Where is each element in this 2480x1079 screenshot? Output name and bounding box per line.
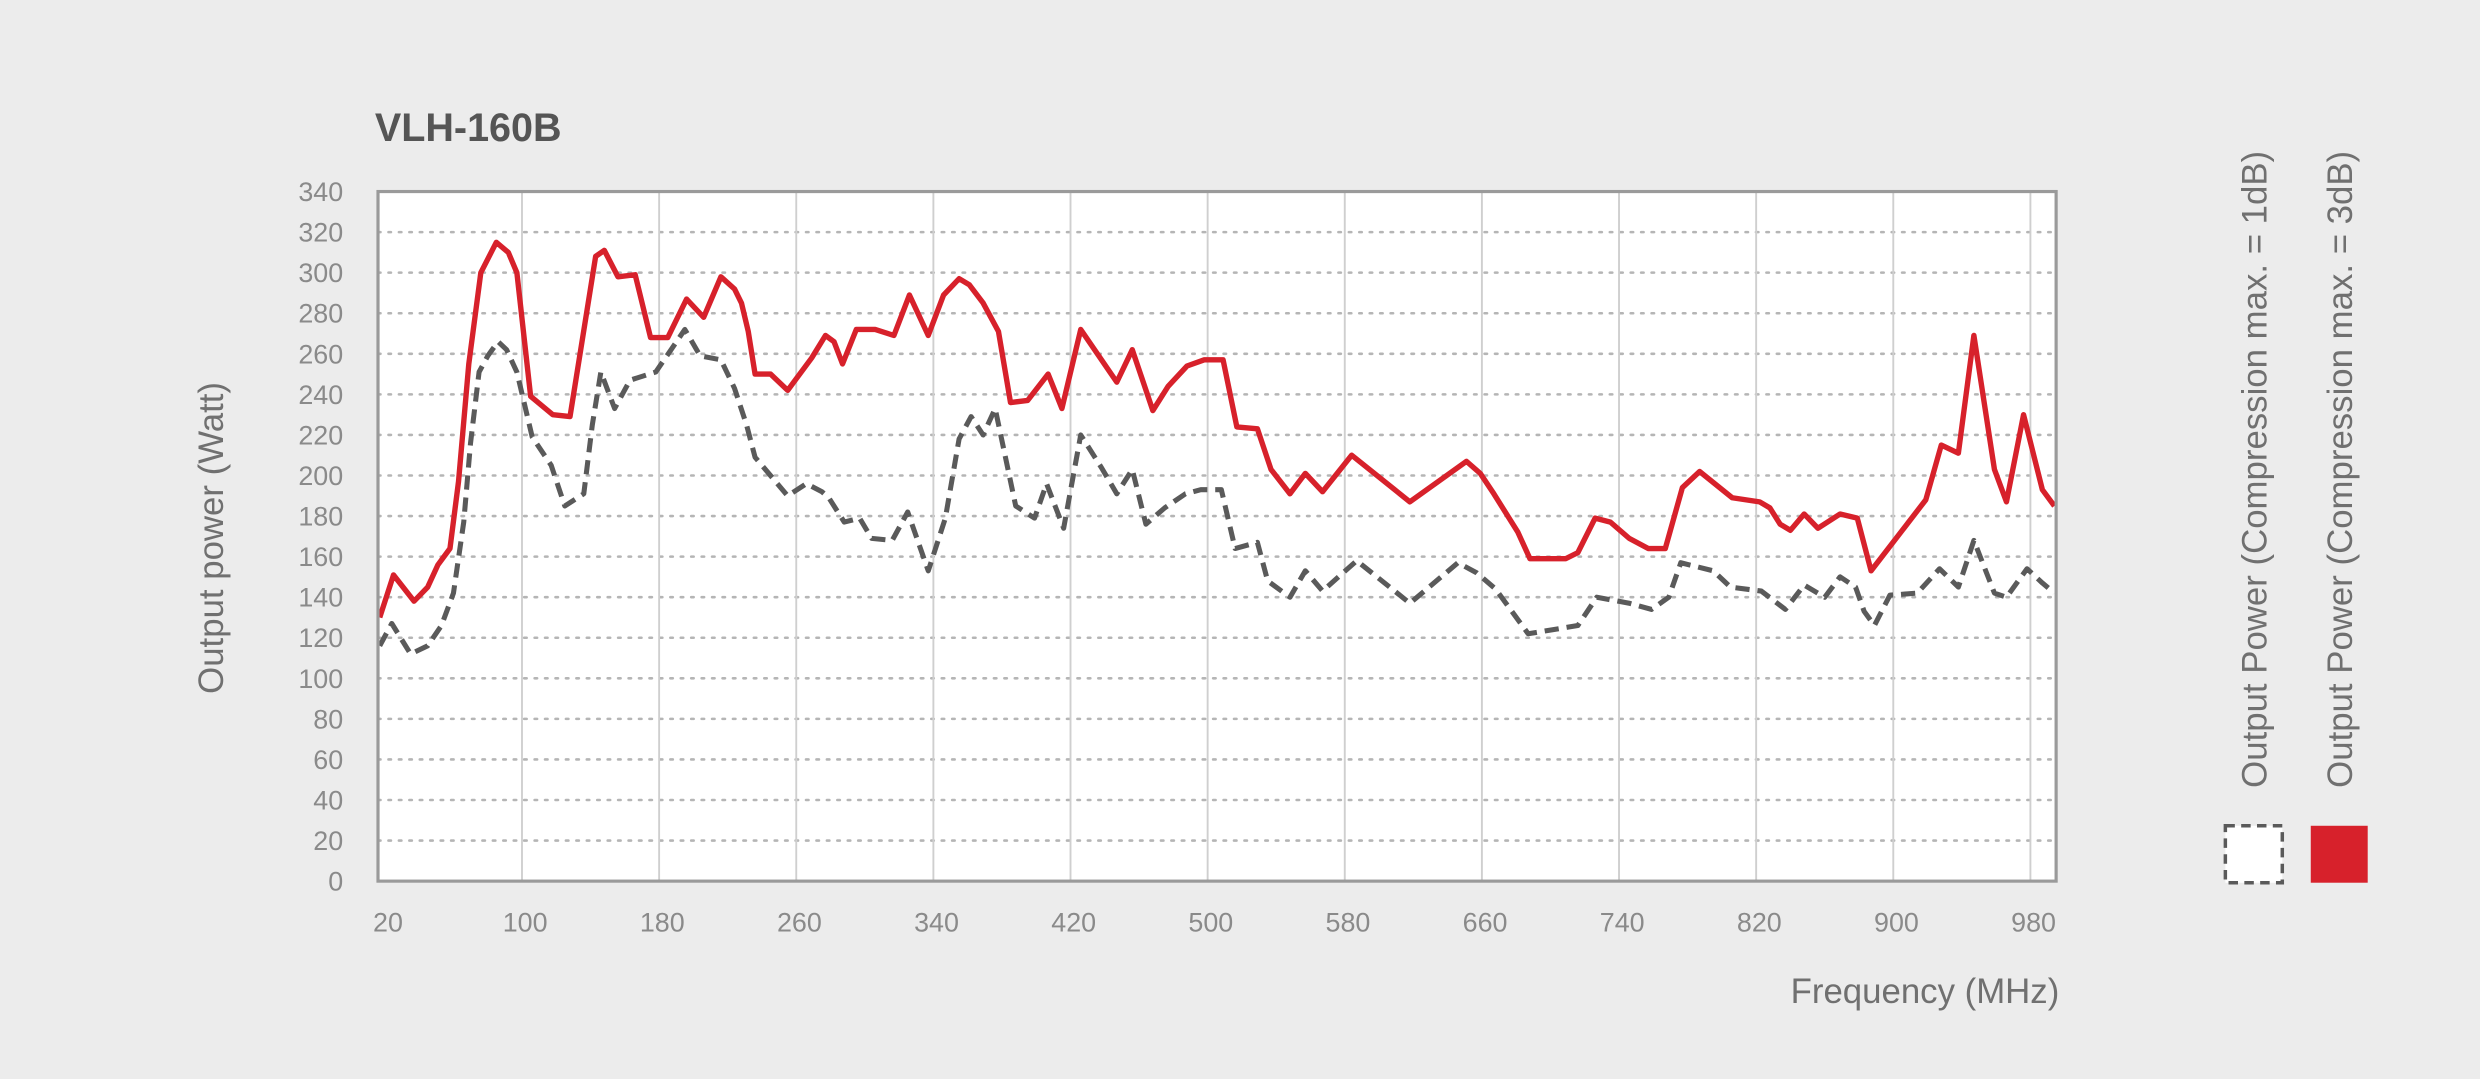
grid [376, 191, 2058, 882]
lines [377, 239, 2057, 657]
x-tick-label: 660 [1463, 908, 1508, 938]
y-tick-label: 240 [298, 380, 343, 410]
x-tick-label: 420 [1051, 908, 1096, 938]
y-tick-label: 100 [298, 664, 343, 694]
y-tick-label: 120 [298, 623, 343, 653]
legend: Output Power (Compression max. = 1dB) Out… [2223, 151, 2368, 885]
x-tick-label: 980 [2011, 908, 2056, 938]
y-tick-label: 320 [298, 218, 343, 248]
legend-label: Output Power (Compression max. = 3dB) [2322, 151, 2360, 788]
legend-label: Output Power (Compression max. = 1dB) [2236, 151, 2274, 788]
x-tick-label: 820 [1737, 908, 1782, 938]
y-tick-label: 80 [313, 704, 343, 734]
y-tick-label: 20 [313, 826, 343, 856]
y-tick-label: 280 [298, 299, 343, 329]
y-tick-label: 260 [298, 339, 343, 369]
y-tick-label: 60 [313, 745, 343, 775]
plot-area [378, 191, 2057, 882]
x-tick-label: 180 [640, 908, 685, 938]
x-axis-label: Frequency (MHz) [1791, 973, 2060, 1011]
legend-swatch [2310, 825, 2368, 883]
series-line [377, 326, 2057, 657]
x-tick-label: 100 [503, 908, 548, 938]
plot-border [376, 189, 2058, 883]
y-axis-label: Output power (Watt) [193, 382, 231, 694]
x-tick-label: 900 [1874, 908, 1919, 938]
series-line [377, 239, 2057, 619]
x-tick-label: 740 [1600, 908, 1645, 938]
legend-swatch [2223, 824, 2285, 885]
y-tick-label: 340 [298, 177, 343, 207]
y-tick-label: 200 [298, 461, 343, 491]
chart-title: VLH-160B [375, 106, 562, 150]
x-tick-label: 580 [1326, 908, 1371, 938]
y-tick-label: 0 [328, 867, 343, 897]
x-tick-label: 20 [373, 908, 403, 938]
y-tick-label: 300 [298, 258, 343, 288]
y-tick-label: 180 [298, 502, 343, 532]
x-tick-label: 340 [914, 908, 959, 938]
y-tick-label: 160 [298, 542, 343, 572]
y-tick-label: 220 [298, 420, 343, 450]
x-tick-label: 260 [777, 908, 822, 938]
y-tick-label: 40 [313, 785, 343, 815]
y-tick-label: 140 [298, 583, 343, 613]
x-tick-label: 500 [1188, 908, 1233, 938]
